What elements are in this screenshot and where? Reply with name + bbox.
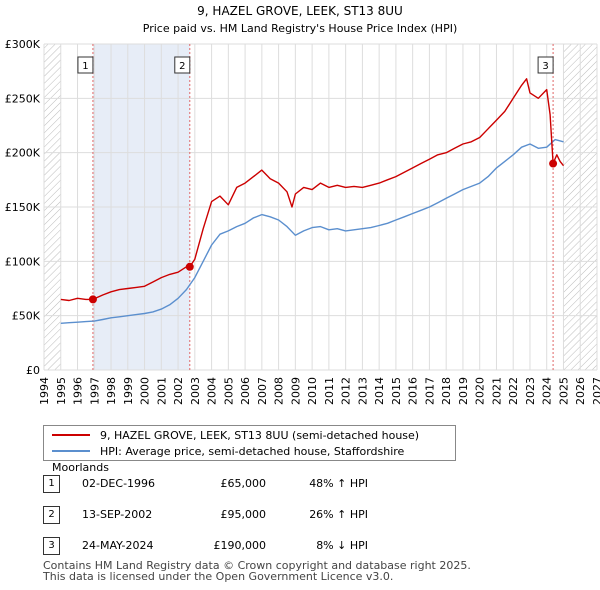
- transaction-number: 2: [43, 506, 60, 524]
- transaction-price: £190,000: [213, 539, 267, 552]
- transaction-label-box: [537, 56, 554, 74]
- x-tick-label: 2026: [574, 377, 587, 405]
- x-tick-label: 2018: [440, 377, 453, 405]
- x-tick-label: 2021: [490, 377, 503, 405]
- x-tick-label: 1996: [72, 377, 85, 405]
- x-tick-label: 2023: [524, 377, 537, 405]
- x-tick-label: 2019: [457, 377, 470, 405]
- x-tick-label: 1997: [88, 377, 101, 405]
- y-tick-label: £200K: [5, 147, 41, 160]
- series-lines: [60, 78, 565, 324]
- transaction-hpi: 26% ↑ HPI: [309, 508, 368, 521]
- x-tick-label: 1994: [38, 377, 51, 405]
- x-tick-label: 2000: [139, 377, 152, 405]
- transaction-points: [88, 159, 558, 304]
- transaction-row: 2 13-SEP-2002 £95,000 26% ↑ HPI: [0, 506, 600, 526]
- price-series-line: [60, 78, 565, 302]
- x-tick-label: 2020: [474, 377, 487, 405]
- y-tick-label: £250K: [5, 92, 41, 105]
- transaction-date: 13-SEP-2002: [82, 508, 153, 521]
- legend-label-hpi: HPI: Average price, semi-detached house,…: [52, 445, 405, 474]
- x-tick-label: 2022: [507, 377, 520, 405]
- x-tick-label: 2004: [206, 377, 219, 405]
- legend: 9, HAZEL GROVE, LEEK, ST13 8UU (semi-det…: [43, 425, 456, 474]
- legend-item-hpi: HPI: Average price, semi-detached house,…: [52, 444, 455, 474]
- x-tick-label: 2009: [289, 377, 302, 405]
- footer-copyright: Contains HM Land Registry data © Crown c…: [43, 559, 471, 572]
- y-tick-label: £50K: [12, 310, 41, 323]
- legend-swatch-property: [52, 434, 90, 436]
- x-tick-label: 2006: [239, 377, 252, 405]
- y-tick-label: £0: [26, 364, 40, 377]
- chart-title: 9, HAZEL GROVE, LEEK, ST13 8UU: [197, 4, 403, 18]
- footer: Contains HM Land Registry data © Crown c…: [43, 560, 471, 582]
- price-chart: 9, HAZEL GROVE, LEEK, ST13 8UU Price pai…: [5, 4, 600, 405]
- transaction-date: 24-MAY-2024: [82, 539, 154, 552]
- x-tick-label: 2025: [557, 377, 570, 405]
- y-axis-ticks: £0 £50K £100K £150K £200K £250K £300K: [5, 38, 41, 377]
- transaction-label: 3: [542, 61, 548, 72]
- transaction-price: £95,000: [220, 508, 267, 521]
- transaction-point: [185, 262, 194, 271]
- x-tick-label: 2017: [423, 377, 436, 405]
- x-tick-label: 1995: [55, 377, 68, 405]
- x-tick-label: 2014: [373, 377, 386, 405]
- legend-item-property: 9, HAZEL GROVE, LEEK, ST13 8UU (semi-det…: [52, 428, 419, 444]
- x-tick-label: 2012: [340, 377, 353, 405]
- transaction-labels: 1 2 3: [77, 56, 554, 74]
- x-tick-label: 2015: [390, 377, 403, 405]
- transaction-label-box: [77, 56, 94, 74]
- y-tick-label: £300K: [5, 38, 41, 51]
- transaction-point: [549, 159, 558, 168]
- x-tick-label: 2002: [172, 377, 185, 405]
- x-tick-label: 2007: [256, 377, 269, 405]
- y-tick-label: £100K: [5, 255, 41, 268]
- footer-licence: This data is licensed under the Open Gov…: [43, 570, 394, 583]
- x-tick-label: 2010: [306, 377, 319, 405]
- transaction-row: 3 24-MAY-2024 £190,000 8% ↓ HPI: [0, 537, 600, 557]
- transaction-hpi: 8% ↓ HPI: [316, 539, 368, 552]
- x-tick-label: 2016: [407, 377, 420, 405]
- x-tick-label: 1999: [122, 377, 135, 405]
- x-tick-label: 2005: [222, 377, 235, 405]
- x-axis-ticks: 1994 1995 1996 1997 1998 1999 2000 2001 2002 2003…: [38, 377, 600, 405]
- legend-label-property: 9, HAZEL GROVE, LEEK, ST13 8UU (semi-det…: [100, 429, 420, 442]
- transaction-date: 02-DEC-1996: [82, 477, 156, 490]
- x-tick-label: 2024: [541, 377, 554, 405]
- hpi-series-line: [60, 138, 564, 324]
- transaction-label-box: [174, 56, 191, 74]
- legend-swatch-hpi: [52, 450, 90, 452]
- x-tick-label: 2013: [356, 377, 369, 405]
- transaction-hpi: 48% ↑ HPI: [309, 477, 368, 490]
- transaction-number: 3: [43, 537, 60, 555]
- x-tick-label: 2001: [155, 377, 168, 405]
- x-tick-label: 1998: [105, 377, 118, 405]
- x-tick-label: 2011: [323, 377, 336, 405]
- x-tick-label: 2008: [273, 377, 286, 405]
- transaction-label: 1: [82, 61, 88, 72]
- transaction-price: £65,000: [220, 477, 267, 490]
- transaction-label: 2: [179, 61, 185, 72]
- transaction-number: 1: [43, 475, 60, 493]
- y-tick-label: £150K: [5, 201, 41, 214]
- x-tick-label: 2027: [591, 377, 600, 405]
- x-tick-label: 2003: [189, 377, 202, 405]
- chart-subtitle: Price paid vs. HM Land Registry's House …: [143, 22, 458, 35]
- transaction-point: [88, 295, 97, 304]
- transaction-row: 1 02-DEC-1996 £65,000 48% ↑ HPI: [0, 475, 600, 495]
